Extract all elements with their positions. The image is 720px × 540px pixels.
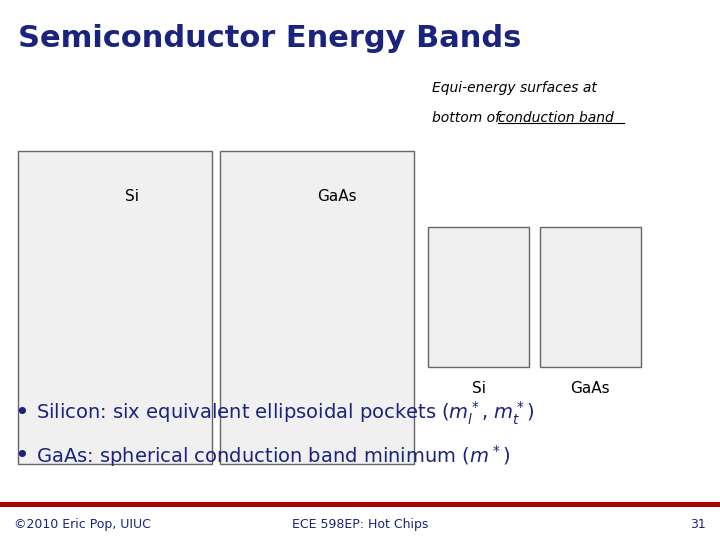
Text: ©2010 Eric Pop, UIUC: ©2010 Eric Pop, UIUC [14,518,151,531]
FancyBboxPatch shape [428,227,529,367]
Text: •: • [14,401,29,425]
FancyBboxPatch shape [540,227,641,367]
Text: Silicon: six equivalent ellipsoidal pockets ($m_l^*$, $m_t^*$): Silicon: six equivalent ellipsoidal pock… [36,400,534,427]
Text: 31: 31 [690,518,706,531]
Text: Si: Si [472,381,486,396]
Text: conduction band: conduction band [498,111,614,125]
Text: Equi-energy surfaces at: Equi-energy surfaces at [432,81,597,95]
Text: ECE 598EP: Hot Chips: ECE 598EP: Hot Chips [292,518,428,531]
FancyBboxPatch shape [18,151,212,464]
Bar [0,502,720,507]
Text: Semiconductor Energy Bands: Semiconductor Energy Bands [18,24,521,53]
Text: Si: Si [125,189,139,204]
Text: bottom of: bottom of [432,111,505,125]
Text: GaAs: GaAs [570,381,611,396]
Text: •: • [14,444,29,468]
Text: GaAs: spherical conduction band minimum ($m^*$): GaAs: spherical conduction band minimum … [36,443,510,469]
Text: GaAs: GaAs [317,189,356,204]
FancyBboxPatch shape [220,151,414,464]
